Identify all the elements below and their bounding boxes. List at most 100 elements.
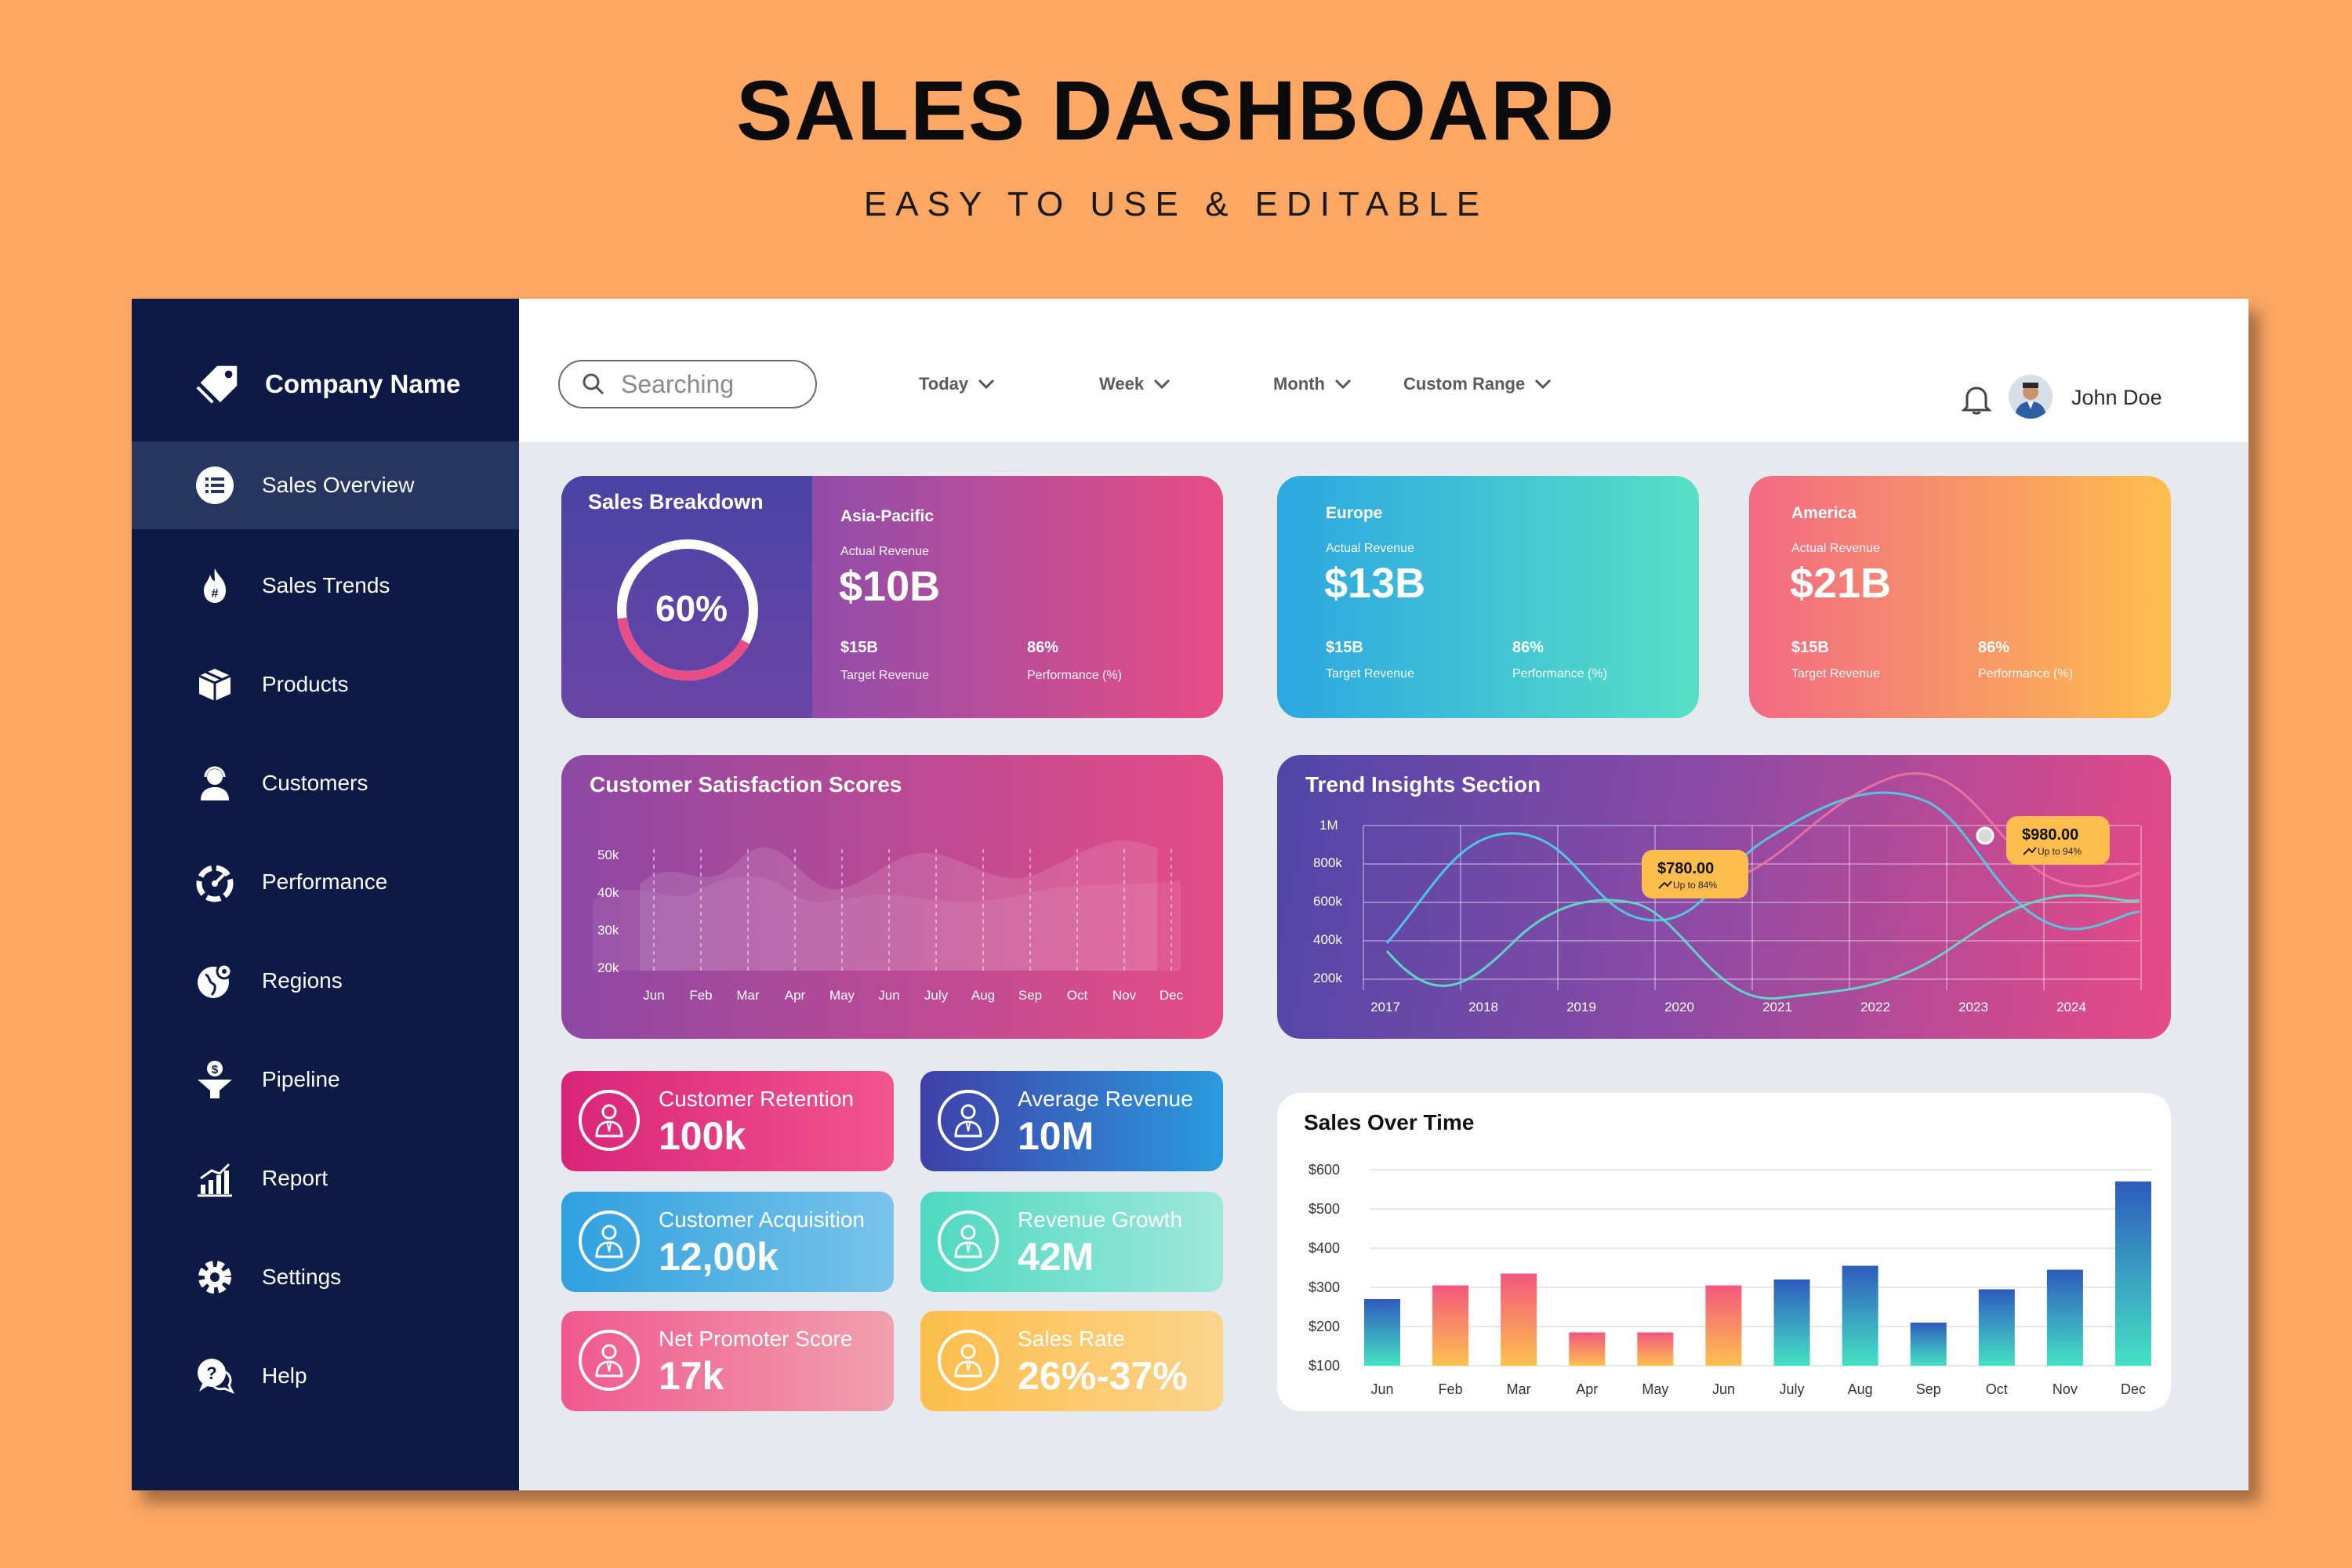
x-tick: Feb	[1439, 1381, 1463, 1397]
brand[interactable]: Company Name	[194, 360, 460, 408]
sidebar-item-products[interactable]: Products	[132, 641, 519, 728]
target-revenue-value: $15B	[1326, 639, 1363, 656]
sidebar-item-report[interactable]: Report	[132, 1134, 519, 1222]
target-revenue-label: Target Revenue	[840, 669, 929, 682]
sidebar-item-sales-overview[interactable]: Sales Overview	[132, 441, 519, 529]
avatar[interactable]	[2009, 375, 2053, 419]
bar[interactable]	[1637, 1332, 1674, 1367]
kpi-label: Net Promoter Score	[659, 1327, 853, 1351]
bar[interactable]	[1842, 1265, 1878, 1367]
sidebar-item-help[interactable]: ? Help	[132, 1332, 519, 1420]
kpi-label: Customer Retention	[659, 1087, 855, 1111]
filter-label: Month	[1273, 374, 1325, 394]
x-tick: Apr	[785, 988, 806, 1003]
bell-icon[interactable]	[1959, 382, 1994, 416]
bar-x-labels: Jun Feb Mar Apr May Jun July Aug Sep Oct Nov Dec	[1370, 1381, 2146, 1397]
bar[interactable]	[1978, 1289, 2015, 1367]
bar[interactable]	[1773, 1279, 1810, 1366]
performance-label: Performance (%)	[1978, 667, 2073, 681]
sidebar-item-performance[interactable]: Performance	[132, 838, 519, 926]
callout-980[interactable]: $980.00 Up to 94%	[2006, 816, 2110, 865]
x-tick: Jun	[878, 988, 899, 1003]
user-tie-icon	[954, 1225, 982, 1258]
bar[interactable]	[1432, 1285, 1469, 1367]
trend-line-teal	[1385, 894, 2140, 1000]
kpi-customer-acquisition[interactable]: Customer Acquisition 12,00k	[561, 1192, 894, 1292]
user-tie-icon	[595, 1225, 623, 1258]
performance-value: 86%	[1027, 639, 1059, 656]
kpi-icon-ring	[938, 1330, 999, 1391]
callout-note: Up to 94%	[2038, 846, 2082, 857]
kpi-sales-rate[interactable]: Sales Rate 26%-37%	[920, 1311, 1223, 1411]
filter-week[interactable]: Week	[1099, 374, 1172, 394]
europe-card: Europe Actual Revenue $13B $15B Target R…	[1277, 476, 1699, 718]
search-box[interactable]	[558, 360, 817, 408]
donut-remaining-arc	[617, 539, 758, 681]
y-tick: 200k	[1313, 971, 1342, 985]
kpi-icon-ring	[579, 1330, 640, 1391]
callout-780[interactable]: $780.00 Up to 84%	[1642, 850, 1748, 898]
kpi-net-promoter-score[interactable]: Net Promoter Score 17k	[561, 1311, 894, 1411]
box-icon	[198, 669, 231, 701]
customer-satisfaction-card: Customer Satisfaction Scores 50k 40k 30k…	[561, 755, 1223, 1039]
svg-text:$: $	[212, 1063, 219, 1076]
chevron-down-icon	[1535, 379, 1552, 390]
satisfaction-month-labels: Jun Feb Mar Apr May Jun July Aug Sep Oct Nov Dec	[643, 988, 1183, 1003]
sidebar-item-customers[interactable]: Customers	[132, 739, 519, 827]
breakdown-percent: 60%	[655, 588, 728, 629]
region-name: Asia-Pacific	[840, 507, 935, 525]
bar[interactable]	[1364, 1299, 1400, 1366]
kpi-revenue-growth[interactable]: Revenue Growth 42M	[920, 1192, 1223, 1292]
list-icon	[196, 466, 234, 504]
x-tick: Dec	[1160, 988, 1184, 1003]
user-tie-icon	[954, 1344, 982, 1377]
filter-custom-range[interactable]: Custom Range	[1403, 374, 1553, 394]
bar-gridlines	[1370, 1169, 2152, 1367]
bar[interactable]	[1501, 1273, 1537, 1367]
y-tick: 40k	[597, 885, 619, 900]
y-tick: $500	[1308, 1201, 1340, 1217]
y-tick: $400	[1308, 1240, 1340, 1256]
x-tick: Oct	[1067, 988, 1088, 1003]
gear-icon	[198, 1261, 231, 1294]
user-name[interactable]: John Doe	[2071, 386, 2162, 409]
bar[interactable]	[1705, 1285, 1742, 1367]
x-tick: July	[924, 988, 949, 1003]
card-title: Customer Satisfaction Scores	[590, 772, 902, 797]
sidebar-item-settings[interactable]: Settings	[132, 1233, 519, 1321]
sidebar-item-regions[interactable]: Regions	[132, 937, 519, 1025]
bar-marks	[1364, 1181, 2151, 1366]
user-tie-icon	[595, 1344, 623, 1377]
filter-today[interactable]: Today	[919, 374, 996, 394]
y-tick: 600k	[1313, 894, 1342, 909]
kpi-value: 17k	[659, 1354, 724, 1398]
actual-revenue-value: $21B	[1790, 560, 1892, 607]
callout-value: $980.00	[2022, 826, 2078, 844]
user-tie-icon	[595, 1104, 623, 1138]
bar[interactable]	[2115, 1181, 2151, 1366]
kpi-icon-ring	[579, 1090, 640, 1151]
sidebar-item-label: Help	[262, 1363, 307, 1388]
kpi-customer-retention[interactable]: Customer Retention 100k	[561, 1071, 894, 1171]
satisfaction-wave-back	[593, 876, 1181, 971]
bar[interactable]	[2046, 1269, 2083, 1367]
target-revenue-value: $15B	[1791, 639, 1829, 656]
trend-year-labels: 2017 2018 2019 2020 2021 2022 2023 2024	[1370, 1000, 2086, 1014]
sidebar-item-sales-trends[interactable]: # Sales Trends	[132, 542, 519, 630]
x-tick: Nov	[1112, 988, 1137, 1003]
performance-value: 86%	[1978, 639, 2010, 656]
search-icon	[583, 373, 604, 395]
bar[interactable]	[1569, 1332, 1606, 1367]
filter-month[interactable]: Month	[1273, 374, 1353, 394]
kpi-average-revenue[interactable]: Average Revenue 10M	[920, 1071, 1223, 1171]
x-tick: Oct	[1986, 1381, 2008, 1397]
search-input[interactable]	[621, 369, 793, 399]
bar[interactable]	[1910, 1323, 1947, 1366]
kpi-value: 12,00k	[659, 1235, 779, 1279]
actual-revenue-value: $10B	[839, 563, 941, 610]
x-tick: July	[1780, 1381, 1805, 1397]
x-tick: Apr	[1576, 1381, 1598, 1397]
sidebar-item-pipeline[interactable]: $ Pipeline	[132, 1036, 519, 1123]
gauge-icon	[196, 865, 234, 902]
actual-revenue-label: Actual Revenue	[1791, 542, 1880, 555]
